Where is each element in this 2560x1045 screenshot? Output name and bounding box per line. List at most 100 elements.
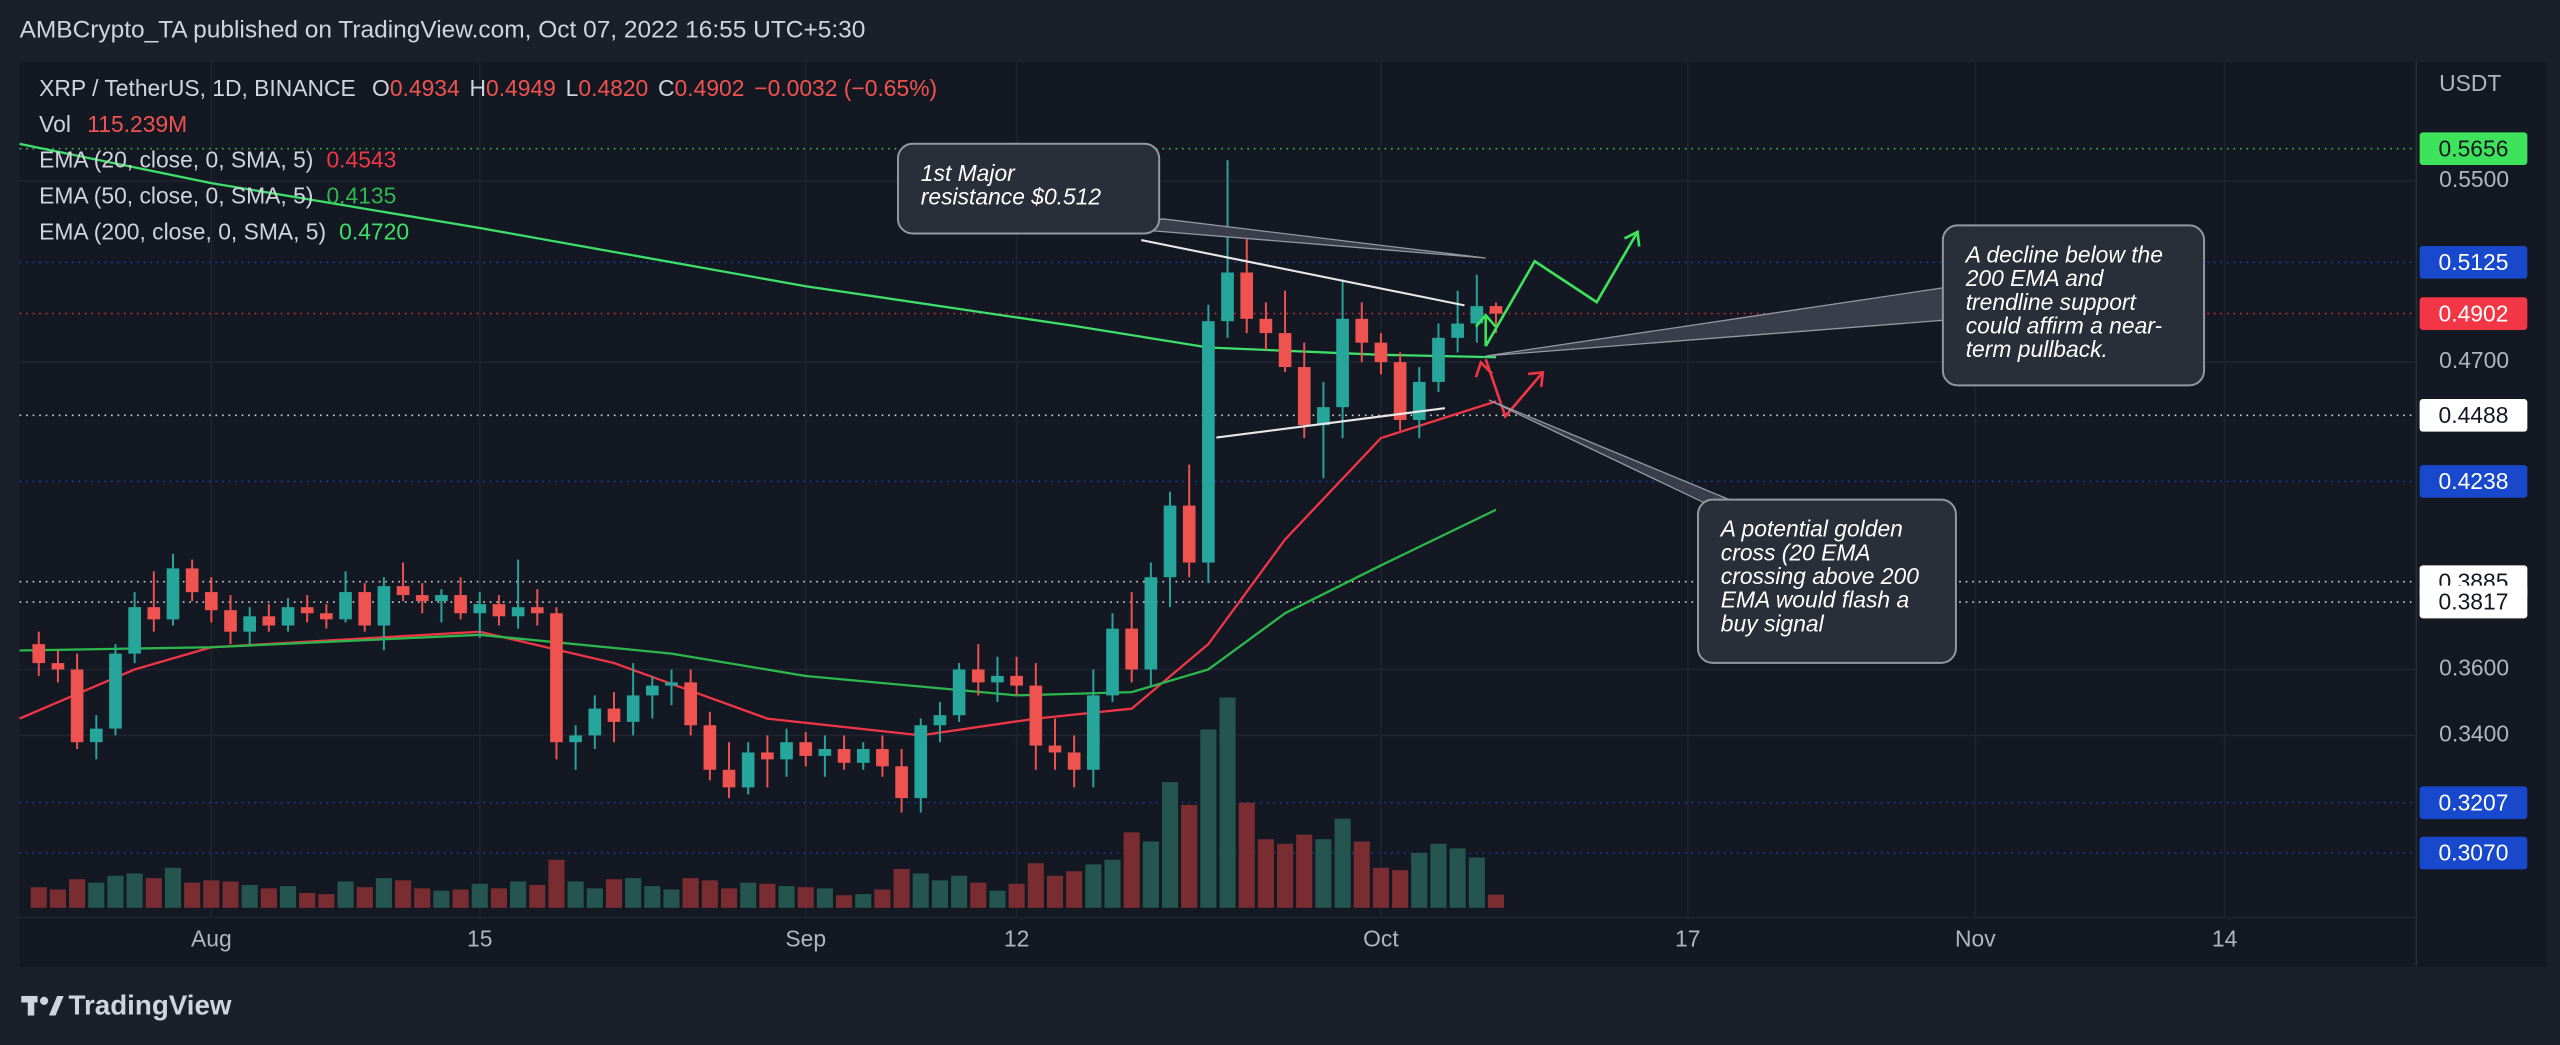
volume-bar xyxy=(1142,841,1159,908)
symbol-name: XRP / TetherUS, 1D, BINANCE xyxy=(39,75,356,101)
candle-body xyxy=(856,749,870,763)
volume-bar xyxy=(279,886,297,908)
candle-body xyxy=(626,695,640,722)
candle-body xyxy=(166,568,180,620)
candle-body xyxy=(914,725,928,799)
volume-bar xyxy=(1181,804,1198,908)
candle-body xyxy=(895,766,908,799)
callout-text: A potential golden xyxy=(1719,516,1903,542)
volume-bar xyxy=(529,884,546,908)
candle-body xyxy=(70,669,84,743)
volume-bar xyxy=(1046,875,1064,908)
volume-bar xyxy=(452,889,469,908)
volume-bar xyxy=(490,888,507,908)
y-tick-label: 0.5500 xyxy=(2439,166,2509,192)
volume-bar xyxy=(184,882,201,908)
volume-bar xyxy=(759,883,776,908)
candle-body xyxy=(646,685,659,696)
legend-symbol: XRP / TetherUS, 1D, BINANCE O0.4934 H0.494… xyxy=(39,75,937,101)
volume-bar xyxy=(1104,859,1121,908)
volume-bar xyxy=(414,888,431,908)
candle-body xyxy=(1202,321,1215,563)
logo-part xyxy=(40,996,49,1005)
volume-bar xyxy=(989,890,1006,908)
ohlc-value: 0.4949 xyxy=(486,75,556,101)
callout-text: term pullback. xyxy=(1966,336,2108,362)
candle-body xyxy=(358,592,372,626)
volume-bar xyxy=(567,881,584,908)
candle-body xyxy=(1317,407,1330,426)
candle-body xyxy=(799,742,813,756)
callout-text: cross (20 EMA xyxy=(1721,539,1871,565)
candle-body xyxy=(1067,752,1081,770)
volume-bar xyxy=(299,892,316,908)
price-badge-label: 0.5125 xyxy=(2439,249,2509,275)
price-badge-label: 0.3817 xyxy=(2439,589,2509,615)
price-badge-label: 0.4902 xyxy=(2439,300,2509,326)
candle-body xyxy=(1393,362,1407,420)
candle-body xyxy=(377,586,391,626)
callout-box xyxy=(1696,498,1957,664)
volume-value: 115.239M xyxy=(87,111,187,137)
volume-bar xyxy=(1296,834,1313,908)
volume-bar xyxy=(1257,839,1274,908)
ohlc-value: 0.4820 xyxy=(578,75,648,101)
price-badge xyxy=(2419,836,2528,870)
callout-text: 1st Major xyxy=(921,160,1016,186)
candle-body xyxy=(550,613,563,743)
volume-bar xyxy=(1219,697,1236,908)
volume-bar xyxy=(145,878,162,908)
legend-ema: EMA (20, close, 0, SMA, 5) 0.4543 xyxy=(39,147,396,173)
volume-bar xyxy=(126,873,143,908)
candle-body xyxy=(1087,695,1100,770)
callout-text: A decline below the xyxy=(1964,241,2163,267)
volume-bar xyxy=(893,868,910,908)
volume-bar xyxy=(1008,883,1025,908)
volume-bar xyxy=(1066,871,1083,908)
candle-body xyxy=(473,604,487,614)
ohlc-prefix: H xyxy=(470,75,487,101)
callout-text: resistance $0.512 xyxy=(921,183,1102,209)
ema-line xyxy=(19,508,1497,697)
callout-text: could affirm a near- xyxy=(1966,312,2163,338)
candle-body xyxy=(1221,272,1234,322)
trendline xyxy=(1216,407,1446,439)
volume-bar xyxy=(1027,863,1044,908)
price-badge-label: 0.3207 xyxy=(2439,789,2509,815)
volume-bar xyxy=(49,889,66,908)
volume-bar xyxy=(1085,864,1102,908)
arrow-head xyxy=(1528,370,1545,388)
volume-bar xyxy=(164,867,182,908)
x-tick-label: Sep xyxy=(785,925,826,951)
volume-bar xyxy=(471,883,488,908)
volume-bar xyxy=(701,880,718,908)
callout-box xyxy=(896,142,1161,235)
ema-name: EMA (20, close, 0, SMA, 5) xyxy=(39,147,313,173)
volume-bar xyxy=(1238,802,1255,908)
candle-body xyxy=(741,752,755,788)
volume-bar xyxy=(605,879,623,908)
ema-value: 0.4543 xyxy=(326,147,396,173)
change-value: −0.0032 (−0.65%) xyxy=(754,75,937,101)
volume-bar xyxy=(682,878,699,908)
candle-body xyxy=(1355,318,1369,343)
candle-body xyxy=(684,682,698,726)
candle-body xyxy=(435,595,448,602)
candle-body xyxy=(243,616,257,632)
candle-body xyxy=(339,592,352,620)
volume-bar xyxy=(318,894,335,908)
candle-body xyxy=(1489,306,1503,314)
candle-body xyxy=(933,715,947,726)
volume-bar xyxy=(1277,843,1294,908)
ohlc-value: 0.4902 xyxy=(675,75,745,101)
x-tick-label: Oct xyxy=(1363,925,1399,951)
candle-body xyxy=(761,752,774,760)
ema-value: 0.4720 xyxy=(339,219,409,245)
ohlc-prefix: L xyxy=(566,75,579,101)
price-badge-label: 0.3070 xyxy=(2439,840,2509,866)
x-tick-label: 17 xyxy=(1675,925,1700,951)
volume-bar xyxy=(1487,894,1505,908)
logo-part xyxy=(27,995,35,1016)
volume-bar xyxy=(548,859,565,908)
candle-body xyxy=(780,742,793,760)
